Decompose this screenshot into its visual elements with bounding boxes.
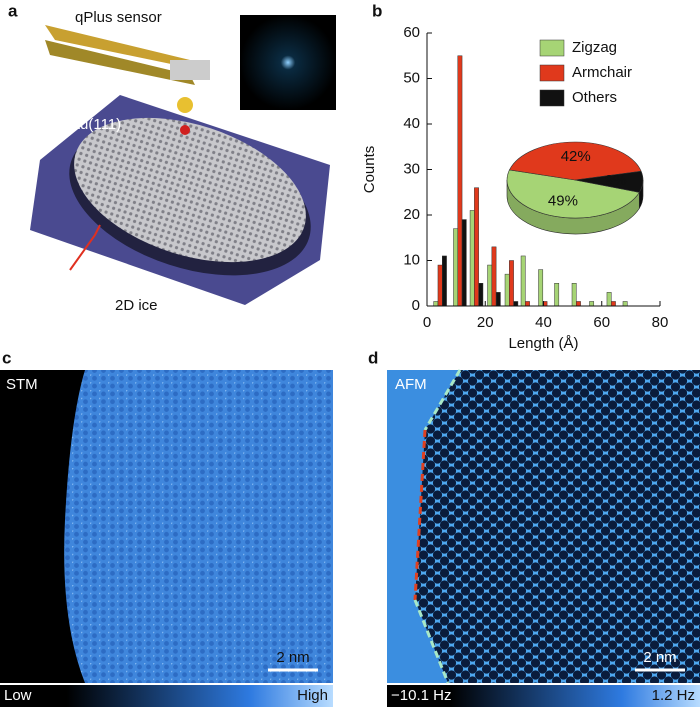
sensor bbox=[45, 25, 200, 70]
bar bbox=[487, 264, 493, 307]
legend-swatch bbox=[539, 64, 565, 82]
bar bbox=[606, 292, 612, 307]
x-tick-label: 20 bbox=[477, 314, 494, 331]
panel-d: d AFM 2 nm −10.1 Hz 1.2 Hz bbox=[368, 348, 700, 707]
afm-image bbox=[387, 370, 700, 683]
legend-label: Zigzag bbox=[572, 39, 617, 56]
bar bbox=[622, 301, 628, 307]
legend-swatch bbox=[539, 89, 565, 107]
bar bbox=[509, 260, 514, 307]
bar bbox=[571, 283, 577, 307]
y-tick-label: 20 bbox=[403, 206, 420, 223]
bar bbox=[589, 301, 595, 307]
bar bbox=[504, 273, 510, 307]
panel-label: c bbox=[2, 348, 11, 367]
stm-image bbox=[0, 370, 85, 683]
edge bbox=[423, 369, 462, 431]
colorbar-low: Low bbox=[4, 687, 32, 704]
pie-label: 42% bbox=[561, 148, 591, 165]
y-tick-label: 10 bbox=[403, 251, 420, 268]
panel-label: b bbox=[372, 1, 382, 20]
pie-slice bbox=[508, 141, 642, 181]
label: 2D ice bbox=[115, 297, 158, 314]
edge bbox=[413, 429, 427, 601]
bar bbox=[478, 283, 484, 307]
y-tick-label: 40 bbox=[403, 115, 420, 132]
tip bbox=[177, 97, 193, 113]
legend-label: Armchair bbox=[572, 64, 632, 81]
bar bbox=[453, 228, 459, 307]
y-tick-label: 60 bbox=[403, 24, 420, 41]
bar bbox=[611, 301, 616, 307]
panel-c: c STM 2 nm Low High bbox=[0, 348, 333, 707]
pie-slice bbox=[506, 169, 640, 219]
panel-label: a bbox=[8, 1, 18, 20]
bar bbox=[495, 292, 501, 307]
y-tick-label: 0 bbox=[412, 297, 420, 314]
y-tick-label: 50 bbox=[403, 69, 420, 86]
panel-b: 0 10 20 30 40 50 60 0 20 40 60 80 Length (Å) Counts Zi… bbox=[361, 24, 668, 352]
colorbar bbox=[0, 685, 333, 707]
bar bbox=[513, 301, 519, 307]
colorbar-low: −10.1 Hz bbox=[391, 687, 451, 704]
y-axis-label: Counts bbox=[361, 146, 378, 194]
bar bbox=[474, 187, 479, 307]
fft-inset bbox=[240, 15, 336, 110]
bar bbox=[437, 264, 443, 307]
x-tick-label: 60 bbox=[593, 314, 610, 331]
bar bbox=[491, 246, 497, 307]
pie-slice bbox=[574, 170, 644, 193]
colorbar-high: 1.2 Hz bbox=[652, 687, 695, 704]
bar bbox=[461, 219, 467, 307]
bar bbox=[538, 269, 544, 307]
bar bbox=[469, 210, 475, 307]
arrow bbox=[69, 224, 101, 271]
sensor bbox=[170, 60, 210, 80]
x-axis-label: Length (Å) bbox=[508, 335, 578, 352]
legend-swatch bbox=[539, 39, 565, 57]
scale-label: 2 nm bbox=[276, 649, 309, 666]
pie-label: 9% bbox=[605, 172, 627, 189]
label: qPlus sensor bbox=[75, 9, 162, 26]
ice-disk bbox=[74, 117, 306, 263]
colorbar-high: High bbox=[297, 687, 328, 704]
bar bbox=[576, 301, 581, 307]
bar bbox=[442, 255, 447, 307]
x-tick-label: 80 bbox=[652, 314, 669, 331]
colorbar bbox=[387, 685, 700, 707]
bar bbox=[457, 55, 463, 307]
scale-label: 2 nm bbox=[643, 649, 676, 666]
tip bbox=[180, 125, 190, 135]
label: Au(111) bbox=[70, 116, 121, 133]
bar bbox=[554, 283, 560, 307]
x-tick-label: 40 bbox=[535, 314, 552, 331]
bar bbox=[525, 301, 530, 307]
x-tick-label: 0 bbox=[423, 314, 431, 331]
y-tick-label: 30 bbox=[403, 160, 420, 177]
label: 2.5 Å bbox=[80, 263, 115, 280]
afm-image bbox=[387, 370, 460, 683]
edge bbox=[413, 599, 450, 684]
label: STM bbox=[6, 376, 38, 393]
sensor bbox=[45, 40, 195, 85]
legend-label: Others bbox=[572, 89, 617, 106]
pie-label: 49% bbox=[548, 193, 578, 210]
label: AFM bbox=[395, 376, 427, 393]
panel-label: d bbox=[368, 348, 378, 367]
bar bbox=[433, 301, 439, 307]
bar bbox=[520, 255, 526, 307]
panel-a: a qPlus sensor Au(111) 2.5 Å 2D ice bbox=[8, 1, 336, 314]
